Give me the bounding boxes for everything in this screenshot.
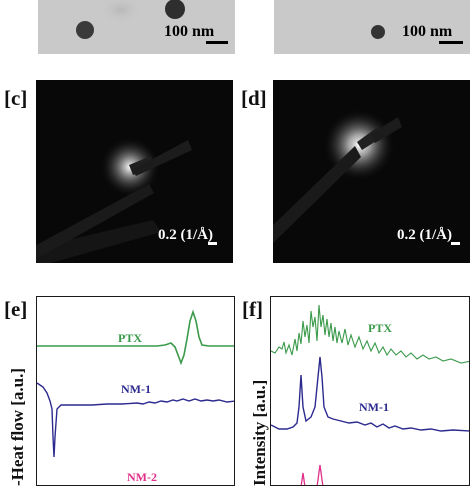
scale-bar <box>206 41 228 44</box>
scale-bar-label-a: 100 nm <box>164 23 215 40</box>
tem-image-a-graphic <box>76 0 228 44</box>
series-label-nm1: NM-1 <box>359 400 389 414</box>
nanoparticle <box>165 0 185 19</box>
beam-stop-shadow <box>36 220 161 263</box>
saed-pattern-c-graphic <box>36 137 217 263</box>
tem-image-a: 100 nm <box>38 0 235 54</box>
nanoparticle <box>371 25 385 39</box>
xrd-plot: PTX NM-1 <box>270 296 470 486</box>
saed-pattern-c: 0.2 (1/Å) <box>36 80 233 263</box>
scale-bar-label-c: 0.2 (1/Å) <box>158 227 213 243</box>
saed-pattern-d-graphic <box>273 109 460 245</box>
beam-stop-arm <box>36 184 154 260</box>
series-line-nm2 <box>300 464 324 485</box>
y-axis-label-f: Intensity [a.u.] <box>250 379 269 486</box>
saed-pattern-d: 0.2 (1/Å) <box>273 80 470 263</box>
series-label-nm2: NM-2 <box>127 470 157 484</box>
scale-bar <box>439 41 463 44</box>
tem-image-b: 100 nm <box>274 0 470 54</box>
beam-stop-tip <box>371 117 402 143</box>
series-line-nm1 <box>37 382 234 458</box>
beam-stop-tip <box>132 140 192 176</box>
beam-stop-arm <box>273 146 361 244</box>
series-label-nm1: NM-1 <box>121 382 151 396</box>
panel-label-c: [c] <box>4 86 28 110</box>
y-axis-label-e: -Heat flow [a.u.] <box>8 367 27 486</box>
scale-bar-label-b: 100 nm <box>402 23 453 40</box>
nanoparticle <box>76 21 94 39</box>
dsc-plot: PTX NM-1 NM-2 <box>36 296 235 486</box>
panel-label-d: [d] <box>241 86 267 110</box>
tem-image-b-graphic <box>371 25 463 44</box>
scale-bar <box>208 242 217 245</box>
scale-bar <box>451 242 460 245</box>
dsc-plot-graphic <box>37 309 234 458</box>
panel-label-e: [e] <box>4 297 28 321</box>
scale-bar-label-d: 0.2 (1/Å) <box>397 227 452 243</box>
panel-label-f: [f] <box>242 297 263 321</box>
nanoparticle-halo <box>99 0 143 24</box>
series-line-ptx <box>37 309 234 366</box>
series-line-ptx <box>271 304 469 364</box>
series-label-ptx: PTX <box>118 331 142 345</box>
series-label-ptx: PTX <box>368 321 392 335</box>
series-line-nm1 <box>271 356 469 432</box>
